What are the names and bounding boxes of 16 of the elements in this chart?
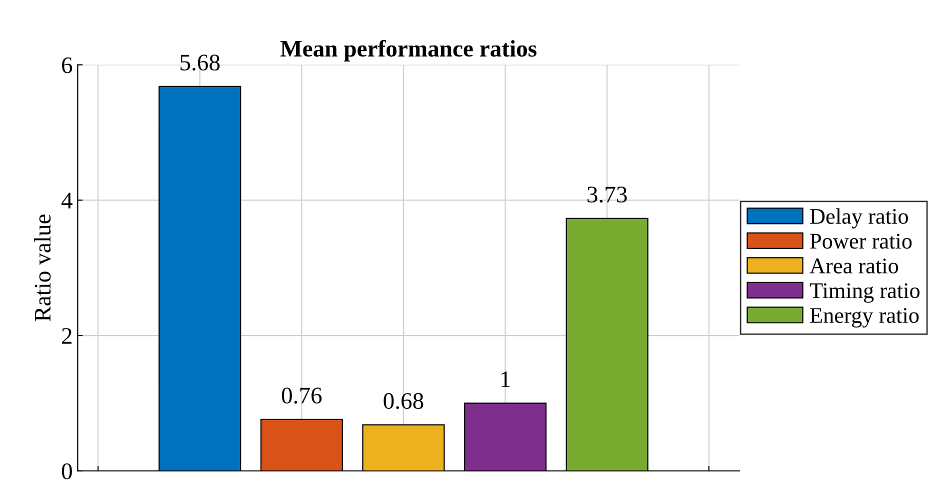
y-tick-label: 4 [61, 192, 72, 208]
y-axis-title: Ratio value [34, 214, 51, 322]
legend-label: Area ratio [810, 258, 898, 274]
y-tick-label: 6 [62, 57, 72, 74]
data-label: 0.68 [384, 393, 424, 410]
legend-label: Energy ratio [810, 308, 919, 328]
legend-label: Delay ratio [810, 208, 908, 228]
data-label: 1 [501, 371, 510, 388]
data-label: 3.73 [588, 186, 627, 203]
chart-title: Mean performance ratios [280, 40, 536, 62]
y-tick-label: 0 [62, 463, 72, 480]
y-tick-label: 2 [62, 328, 72, 344]
data-label: 5.68 [180, 54, 220, 71]
legend-label: Timing ratio [810, 283, 920, 303]
legend-label: Power ratio [810, 234, 912, 249]
data-label: 0.76 [282, 388, 322, 404]
